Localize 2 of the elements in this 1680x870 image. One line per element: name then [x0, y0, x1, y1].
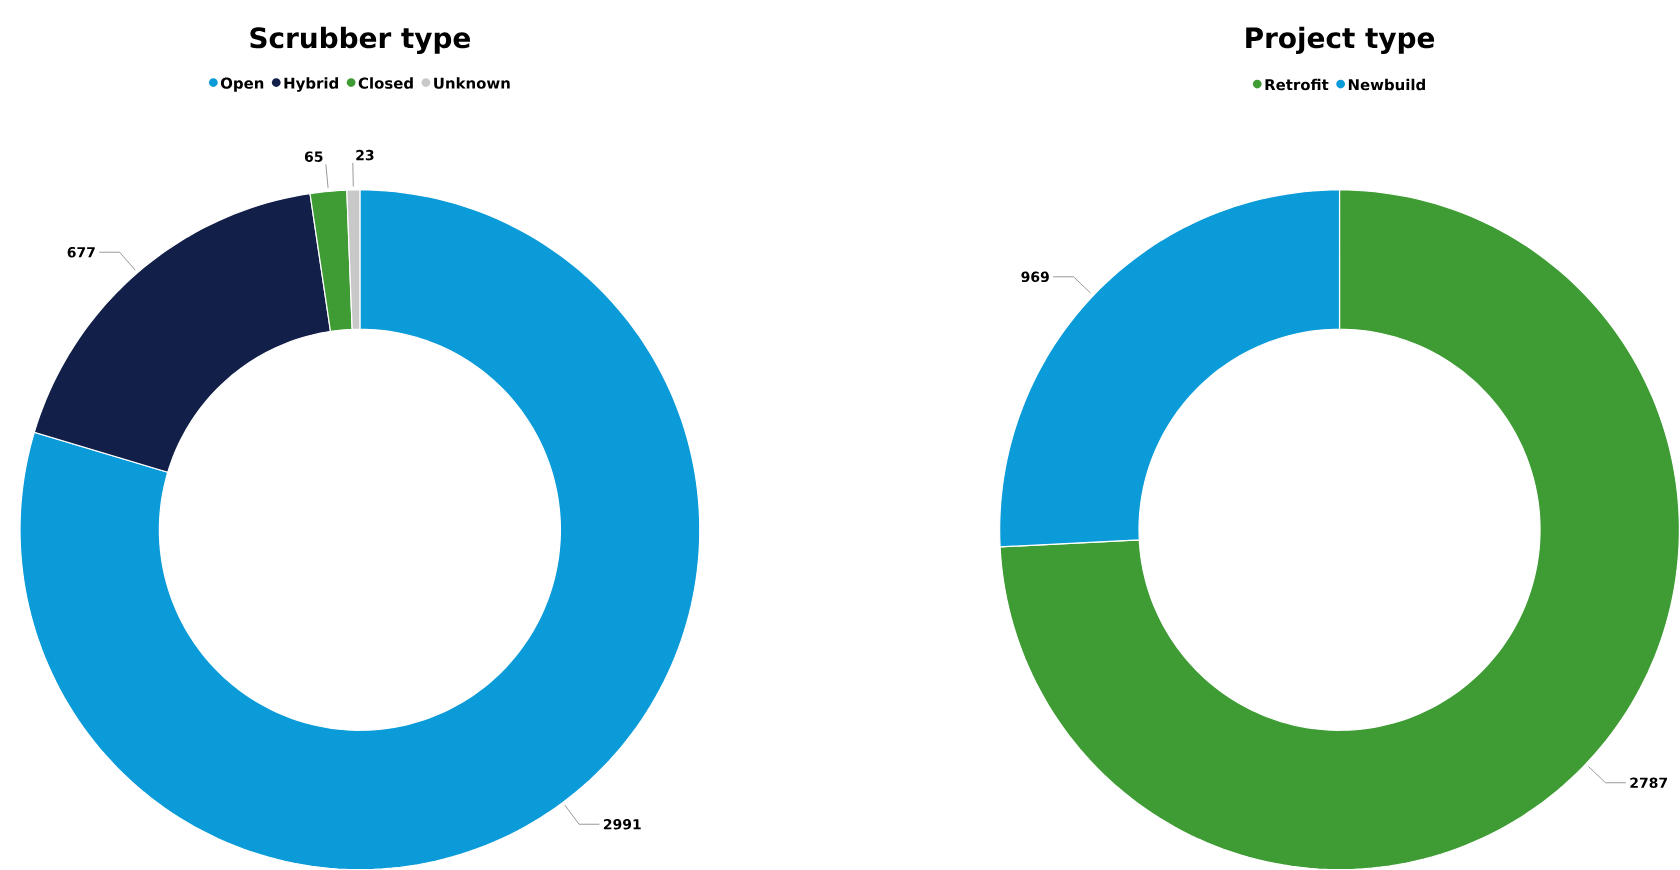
chart-title: Scrubber type	[250, 26, 470, 54]
chart-title: Project type	[1246, 26, 1435, 54]
